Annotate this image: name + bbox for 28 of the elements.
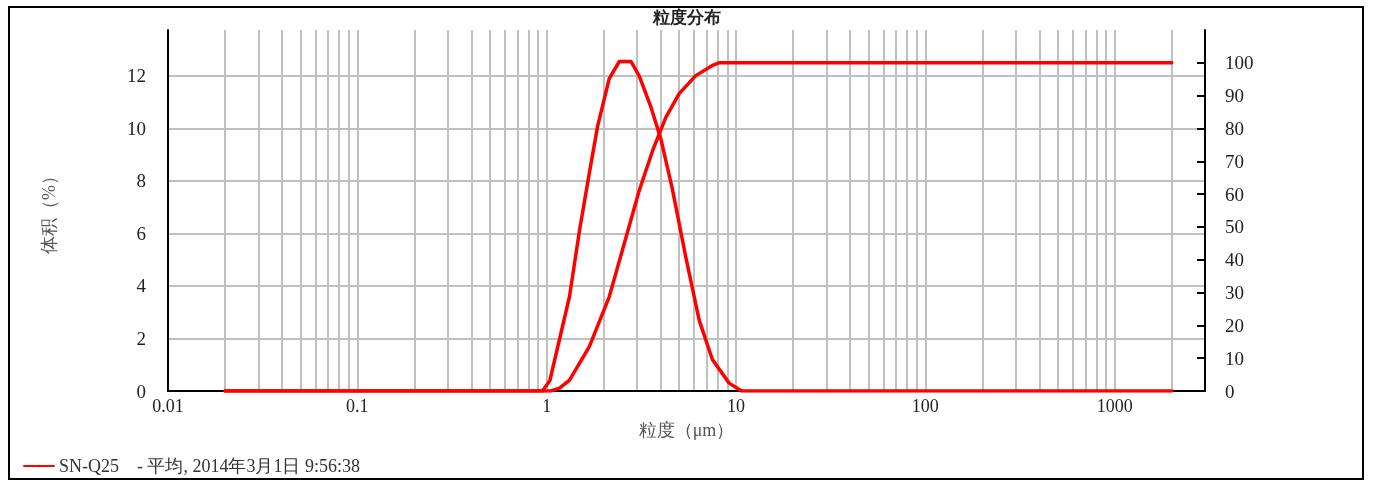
y2-tick-label: 0 [1225, 380, 1235, 402]
y2-tick-label: 50 [1225, 216, 1244, 238]
y-tick-label: 10 [127, 117, 146, 139]
y-tick-label: 2 [136, 327, 146, 349]
y2-tick-label: 30 [1225, 282, 1244, 304]
y2-tick-label: 100 [1225, 52, 1254, 74]
y2-tick-label: 90 [1225, 85, 1244, 107]
y-tick-label: 8 [136, 170, 146, 192]
x-tick-label: 1000 [1096, 396, 1133, 416]
y-tick-label: 0 [136, 380, 146, 402]
legend-label: SN-Q25 - 平均, 2014年3月1日 9:56:38 [59, 456, 360, 476]
y2-tick-label: 80 [1225, 117, 1244, 139]
x-axis-title: 粒度（μm） [638, 420, 735, 440]
x-tick-label: 1 [542, 396, 552, 416]
y-axis-title: 体积（%） [39, 167, 59, 254]
y2-tick-label: 60 [1225, 183, 1244, 205]
y2-tick-label: 70 [1225, 150, 1244, 172]
y2-tick-label: 10 [1225, 347, 1244, 369]
x-tick-label: 10 [727, 396, 745, 416]
chart-title: 粒度分布 [652, 8, 721, 27]
y-tick-label: 6 [136, 222, 146, 244]
x-tick-label: 0.01 [152, 396, 184, 416]
y2-tick-label: 40 [1225, 249, 1244, 271]
y2-tick-label: 20 [1225, 314, 1244, 336]
y-tick-label: 12 [127, 65, 146, 87]
x-tick-label: 100 [911, 396, 939, 416]
y-tick-label: 4 [136, 275, 147, 297]
x-tick-label: 0.1 [346, 396, 369, 416]
